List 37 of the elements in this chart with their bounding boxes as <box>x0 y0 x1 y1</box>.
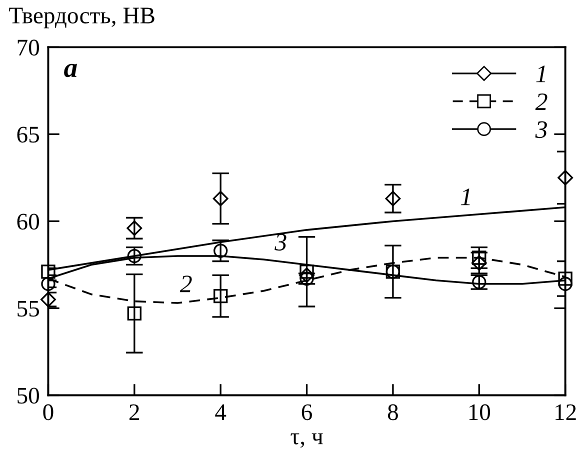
point <box>558 276 572 291</box>
y-tick-label: 50 <box>18 388 39 404</box>
annotation: 2 <box>180 276 192 292</box>
x-tick-label: 4 <box>215 404 226 420</box>
x-tick-label: 0 <box>43 404 54 420</box>
y-tick-label: 65 <box>17 126 39 143</box>
point <box>212 190 228 206</box>
annotation: a <box>64 64 77 78</box>
annotation: 1 <box>460 188 470 206</box>
point <box>472 250 486 265</box>
point <box>558 170 574 186</box>
y-axis-title: Твердость, НВ <box>9 8 154 28</box>
x-tick-label: 8 <box>388 404 398 420</box>
point <box>300 264 314 279</box>
y-tick-label: 60 <box>17 214 39 230</box>
legend-label: 2 <box>535 93 548 110</box>
x-axis-title: τ, ч <box>290 433 323 448</box>
legend-label: 3 <box>535 121 547 138</box>
point <box>558 272 572 286</box>
point <box>41 264 56 279</box>
point <box>40 292 56 308</box>
annotation: 3 <box>274 234 286 251</box>
y-tick-label: 55 <box>18 300 39 317</box>
point <box>41 276 56 291</box>
x-tick-label: 6 <box>302 404 312 420</box>
point <box>126 220 142 236</box>
point <box>214 288 228 304</box>
x-tick-label: 12 <box>556 404 576 420</box>
point <box>299 267 314 283</box>
y-tick-label: 70 <box>18 40 39 56</box>
point <box>385 190 401 206</box>
x-tick-label: 10 <box>469 404 490 420</box>
point <box>214 244 228 258</box>
point <box>127 306 142 321</box>
x-tick-label: 2 <box>130 404 140 420</box>
point <box>471 255 487 271</box>
legend-label: 1 <box>536 66 546 82</box>
